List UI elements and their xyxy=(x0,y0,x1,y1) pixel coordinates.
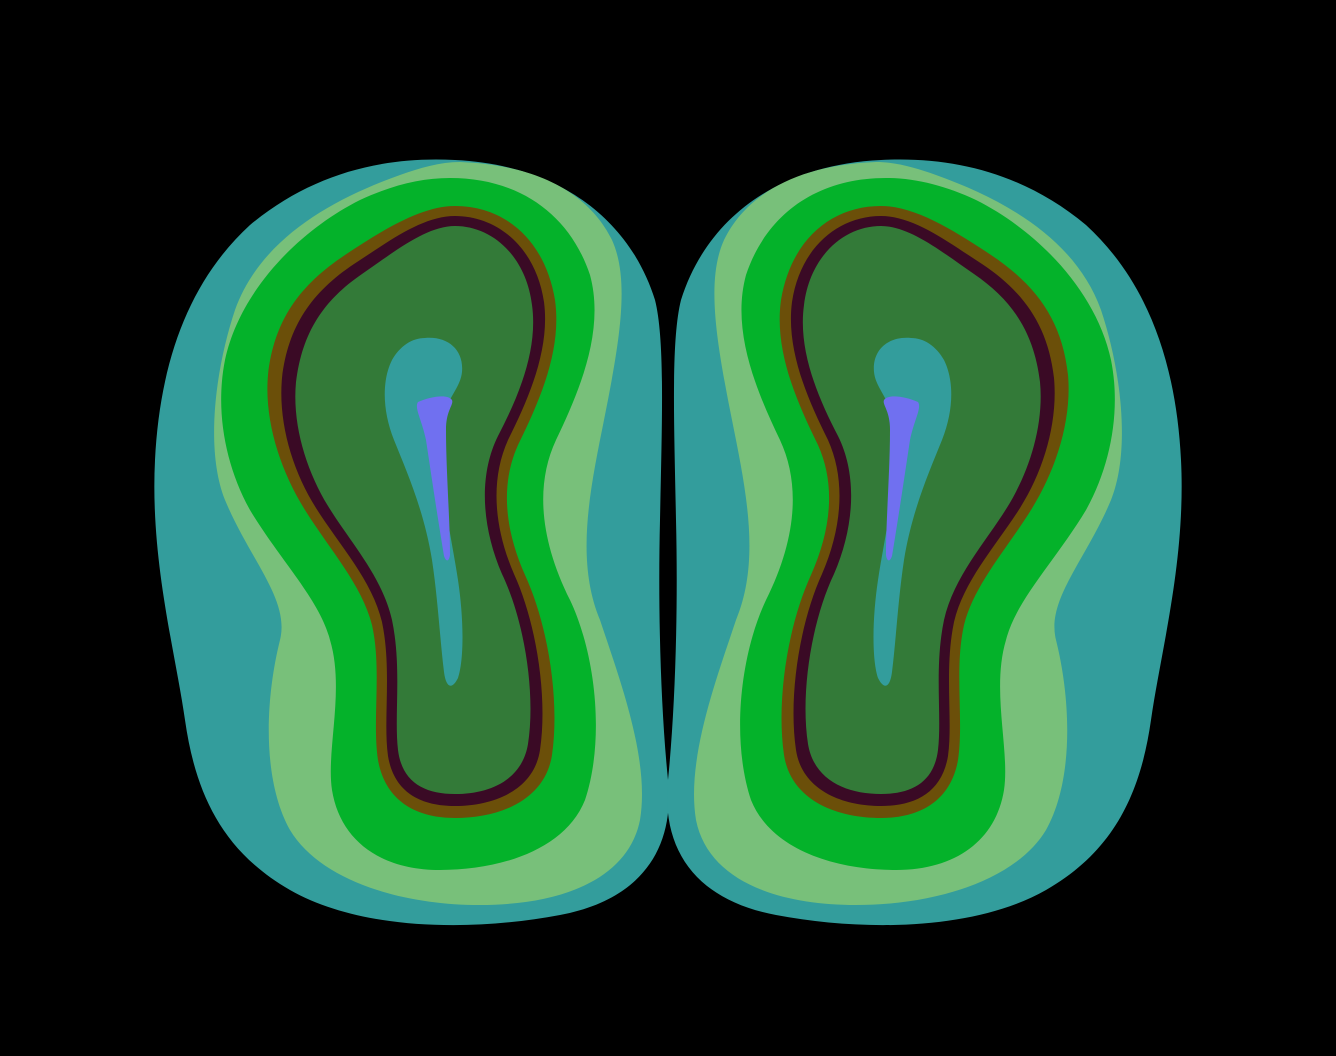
right-lobe xyxy=(667,159,1182,926)
left-lobe xyxy=(154,159,669,926)
